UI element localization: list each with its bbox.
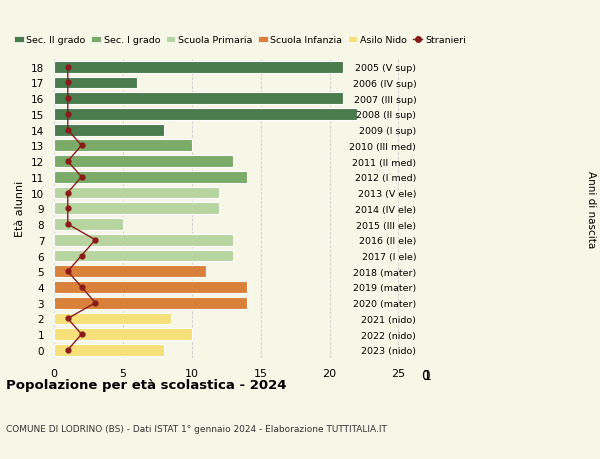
Legend: Sec. II grado, Sec. I grado, Scuola Primaria, Scuola Infanzia, Asilo Nido, Stran: Sec. II grado, Sec. I grado, Scuola Prim… <box>10 33 470 49</box>
Bar <box>54 203 220 215</box>
Bar <box>54 250 233 262</box>
Bar <box>54 297 247 309</box>
Text: Anni di nascita: Anni di nascita <box>586 170 596 247</box>
Bar <box>54 140 192 152</box>
Bar <box>54 124 164 136</box>
Bar <box>54 266 206 278</box>
Bar <box>54 344 164 356</box>
Bar <box>54 109 357 121</box>
Bar <box>54 77 137 89</box>
Bar <box>54 329 192 341</box>
Bar <box>54 235 233 246</box>
Bar <box>54 156 233 168</box>
Bar <box>54 93 343 105</box>
Text: COMUNE DI LODRINO (BS) - Dati ISTAT 1° gennaio 2024 - Elaborazione TUTTITALIA.IT: COMUNE DI LODRINO (BS) - Dati ISTAT 1° g… <box>6 425 387 434</box>
Bar <box>54 313 171 325</box>
Bar <box>54 281 247 293</box>
Text: Popolazione per età scolastica - 2024: Popolazione per età scolastica - 2024 <box>6 379 287 392</box>
Y-axis label: Età alunni: Età alunni <box>16 181 25 237</box>
Bar <box>54 187 220 199</box>
Bar <box>54 172 247 183</box>
Bar <box>54 218 123 230</box>
Bar <box>54 62 343 73</box>
